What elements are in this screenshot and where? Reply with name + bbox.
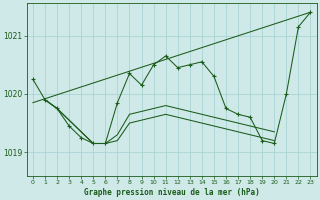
- X-axis label: Graphe pression niveau de la mer (hPa): Graphe pression niveau de la mer (hPa): [84, 188, 260, 197]
